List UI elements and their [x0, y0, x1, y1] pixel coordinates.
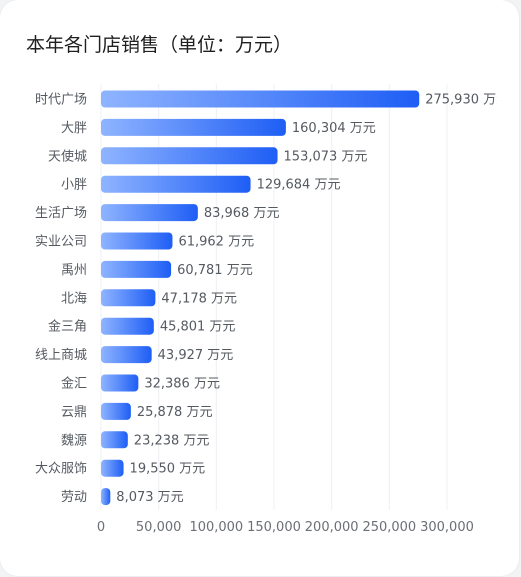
chart-title: 本年各门店销售（单位：万元） [26, 34, 293, 56]
x-axis-ticks: 0 50,000 100,000 150,000 200,000 250,000 300,0… [97, 520, 474, 535]
value-label: 19,550 万元 [130, 462, 206, 477]
category-label: 金三角 [48, 319, 87, 335]
value-label: 160,304 万元 [292, 121, 376, 136]
x-tick-label: 150,000 [247, 520, 301, 535]
x-tick-label: 250,000 [362, 520, 416, 535]
bar[interactable] [101, 346, 152, 364]
category-label: 大胖 [61, 121, 87, 136]
value-label: 153,073 万元 [284, 149, 368, 164]
category-label: 魏源 [61, 433, 87, 448]
category-label: 小胖 [61, 178, 87, 193]
x-tick-label: 100,000 [189, 520, 243, 535]
bar[interactable] [101, 260, 172, 278]
bar[interactable] [101, 90, 420, 108]
value-label: 8,073 万元 [116, 490, 183, 505]
value-label: 45,801 万元 [160, 320, 236, 335]
bar[interactable] [101, 317, 154, 335]
value-label: 83,968 万元 [204, 206, 280, 221]
value-label: 61,962 万元 [178, 235, 254, 250]
value-label: 32,386 万元 [144, 377, 220, 392]
category-label: 云鼎 [61, 405, 87, 420]
value-labels: 275,930 万元 160,304 万元 153,073 万元 129,684 万元… [116, 93, 509, 506]
bars [101, 90, 420, 506]
x-tick-label: 300,000 [420, 520, 474, 535]
x-tick-label: 0 [97, 520, 105, 535]
value-label: 23,238 万元 [134, 433, 210, 448]
bar[interactable] [101, 204, 198, 222]
category-label: 劳动 [61, 489, 87, 505]
category-label: 实业公司 [35, 235, 87, 250]
value-label: 25,878 万元 [137, 405, 213, 420]
category-label: 时代广场 [35, 93, 87, 108]
value-label: 43,927 万元 [158, 348, 234, 363]
value-label: 47,178 万元 [161, 291, 237, 306]
category-label: 生活广场 [35, 206, 87, 221]
bar[interactable] [101, 402, 131, 420]
category-label: 金汇 [61, 376, 87, 392]
bar[interactable] [101, 175, 251, 193]
category-label: 禹州 [61, 263, 87, 278]
x-tick-label: 200,000 [305, 520, 359, 535]
bar[interactable] [101, 118, 286, 136]
category-label: 线上商城 [35, 348, 87, 363]
value-label: 60,781 万元 [177, 263, 253, 278]
bar[interactable] [101, 431, 128, 449]
category-label: 北海 [61, 291, 87, 306]
bar[interactable] [101, 488, 111, 506]
bar[interactable] [101, 374, 139, 392]
bar[interactable] [101, 459, 124, 477]
category-label: 大众服饰 [35, 462, 87, 477]
bar[interactable] [101, 289, 156, 307]
bar[interactable] [101, 147, 278, 165]
bar[interactable] [101, 232, 173, 250]
category-labels: 时代广场大胖天使城小胖生活广场实业公司禹州北海金三角线上商城金汇云鼎魏源大众服饰… [35, 93, 87, 506]
x-tick-label: 50,000 [136, 520, 182, 535]
value-label: 275,930 万元 [425, 93, 509, 108]
value-label: 129,684 万元 [257, 178, 341, 193]
category-label: 天使城 [48, 148, 87, 164]
